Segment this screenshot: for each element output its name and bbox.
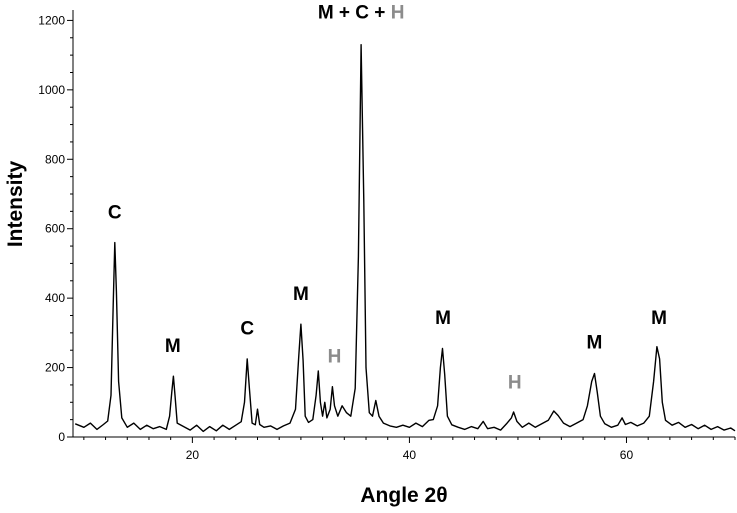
y-tick-label: 0 <box>58 430 65 444</box>
main-peak-label-part: M + C + <box>318 3 391 24</box>
x-tick-label: 40 <box>403 448 417 462</box>
y-axis-label: Intensity <box>4 161 27 248</box>
peak-label: M <box>435 308 451 329</box>
y-tick-label: 600 <box>45 222 65 236</box>
peak-label: M <box>165 336 181 357</box>
peak-label: C <box>240 319 254 340</box>
y-tick-label: 800 <box>45 152 65 166</box>
main-peak-label-part: H <box>391 3 405 24</box>
y-tick-label: 1000 <box>38 83 65 97</box>
peak-label: M <box>587 332 603 353</box>
peak-label: M <box>651 308 667 329</box>
peak-label: M <box>293 284 309 305</box>
y-tick-label: 400 <box>45 291 65 305</box>
plot-area <box>74 44 736 433</box>
main-peak-label: M + C + H <box>318 3 405 24</box>
x-tick-label: 20 <box>186 448 200 462</box>
peak-label: C <box>108 202 122 223</box>
y-tick-label: 1200 <box>38 13 65 27</box>
peak-label: H <box>508 372 522 393</box>
y-tick-label: 200 <box>45 361 65 375</box>
peak-label: H <box>328 346 342 367</box>
peak-labels: C M C M H M H M M M + C + H <box>108 3 667 394</box>
diffraction-line <box>74 44 736 433</box>
x-axis-label: Angle 2θ <box>360 484 447 507</box>
x-tick-label: 60 <box>620 448 634 462</box>
